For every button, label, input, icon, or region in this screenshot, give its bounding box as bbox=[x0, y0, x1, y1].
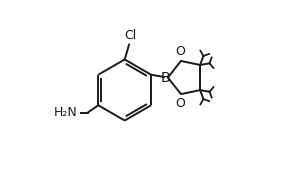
Text: Cl: Cl bbox=[124, 29, 136, 42]
Text: H₂N: H₂N bbox=[53, 106, 77, 119]
Text: O: O bbox=[176, 97, 185, 110]
Text: B: B bbox=[160, 71, 170, 85]
Text: O: O bbox=[176, 45, 185, 58]
